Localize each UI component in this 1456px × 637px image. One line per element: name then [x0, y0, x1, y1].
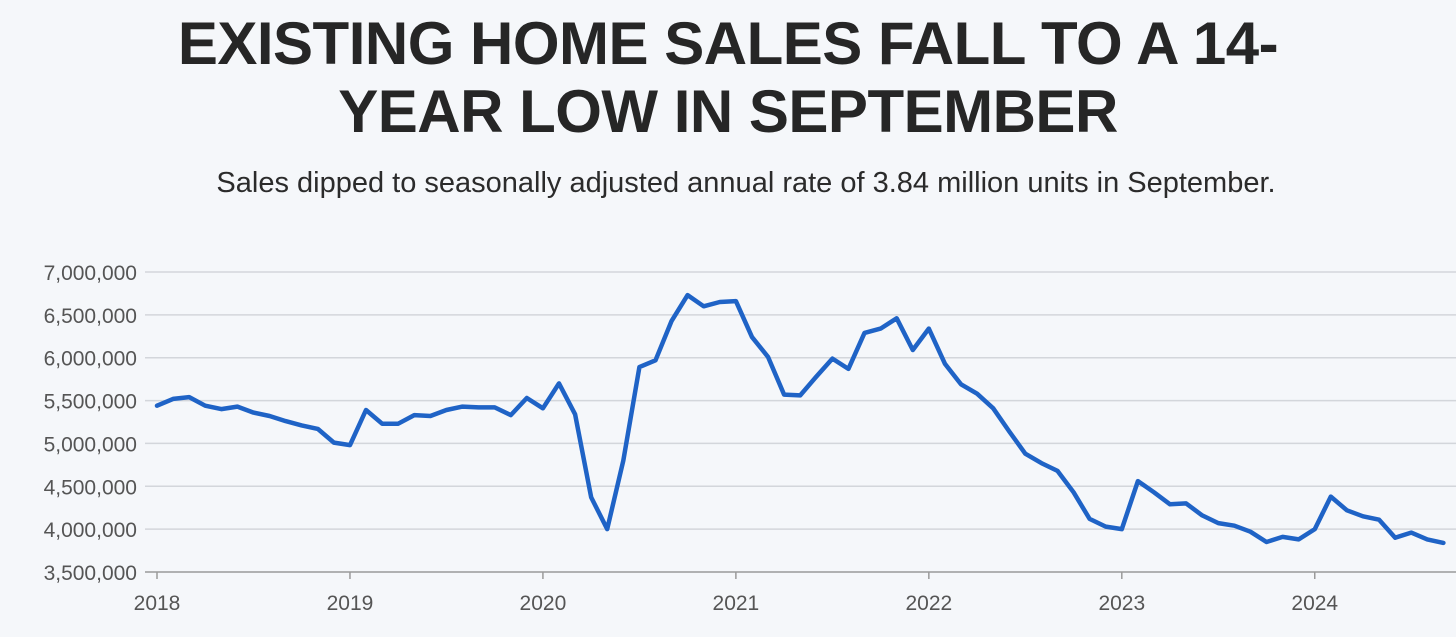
x-tick-label-0: 2018: [134, 592, 181, 615]
x-tick-label-3: 2021: [713, 592, 760, 615]
gridlines: [145, 271, 1456, 573]
y-tick-label-4: 5,500,000: [44, 391, 137, 414]
x-tick-label-4: 2022: [905, 592, 952, 615]
y-tick-label-7: 7,000,000: [44, 262, 137, 285]
series-line-0: [154, 292, 1446, 546]
chart-title-line-2: YEAR LOW IN SEPTEMBER: [338, 78, 1118, 145]
y-tick-label-2: 4,500,000: [44, 476, 137, 499]
y-tick-label-6: 6,500,000: [44, 305, 137, 328]
chart-subtitle: Sales dipped to seasonally adjusted annu…: [216, 167, 1276, 199]
x-tick-label-1: 2019: [327, 592, 374, 615]
y-tick-label-3: 5,000,000: [44, 433, 137, 456]
x-tick-label-6: 2024: [1291, 592, 1338, 615]
chart-title-line-1: EXISTING HOME SALES FALL TO A 14-: [177, 10, 1279, 77]
series-group: [154, 292, 1446, 546]
x-axis: 2018 2019 2020 2021 2022 2023 2024: [134, 572, 1338, 615]
y-tick-label-0: 3,500,000: [44, 562, 137, 585]
x-tick-label-5: 2023: [1098, 592, 1145, 615]
x-tick-label-2: 2020: [520, 592, 567, 615]
y-axis: 3,500,000 4,000,000 4,500,000 5,000,000 5,50…: [44, 262, 137, 585]
chart-title: EXISTING HOME SALES FALL TO A 14- YEAR L…: [0, 10, 1456, 146]
y-tick-label-5: 6,000,000: [44, 348, 137, 371]
y-tick-label-1: 4,000,000: [44, 519, 137, 542]
